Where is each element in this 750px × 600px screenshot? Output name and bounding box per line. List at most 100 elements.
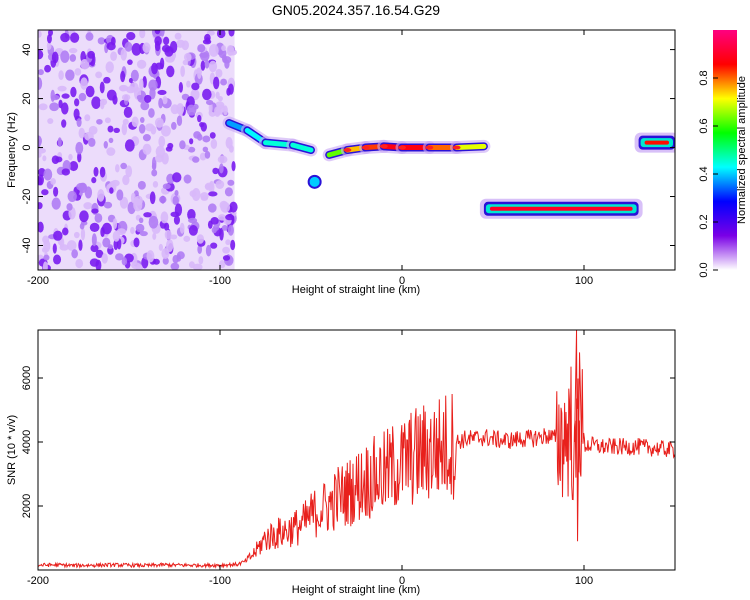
noise-blob	[48, 30, 53, 37]
noise-blob	[162, 96, 168, 105]
snr-panel: -200 -100 0 100 2000 4000 6000 Height of stra…	[6, 329, 676, 596]
y-tick-label: 20	[21, 92, 33, 104]
noise-blob	[38, 221, 44, 233]
noise-blob	[65, 69, 75, 81]
noise-blob	[69, 161, 79, 172]
noise-blob	[172, 172, 182, 183]
noise-blob	[179, 140, 186, 150]
noise-blob	[115, 253, 124, 261]
noise-blob	[119, 85, 126, 92]
noise-blob	[97, 37, 106, 45]
noise-blob	[188, 217, 198, 224]
spectrogram-y-ticks: -40 -20 0 20 40	[21, 43, 675, 253]
noise-blob	[122, 118, 129, 125]
noise-blob	[204, 150, 211, 159]
y-tick-label: 6000	[21, 366, 33, 390]
noise-blob	[57, 85, 67, 92]
noise-blob	[197, 244, 203, 255]
noise-blob	[106, 89, 117, 101]
noise-blob	[154, 36, 162, 46]
noise-blob	[121, 122, 128, 136]
noise-blob	[208, 60, 218, 73]
snr-x-ticks: -200 -100 0 100	[27, 330, 593, 587]
noise-blob	[70, 32, 80, 43]
colorbar-tick-label: 0.8	[698, 70, 710, 85]
noise-blob	[119, 196, 129, 209]
noise-blob	[212, 167, 219, 175]
noise-blob	[133, 237, 140, 248]
noise-blob	[135, 223, 145, 233]
noise-blob	[186, 104, 197, 116]
noise-blob	[202, 146, 209, 153]
snr-y-label: SNR (10 * v/v)	[6, 415, 18, 485]
noise-blob	[80, 228, 86, 241]
noise-blob	[217, 96, 223, 102]
noise-blob	[61, 168, 71, 176]
noise-blob	[99, 166, 106, 178]
noise-blob	[103, 76, 111, 84]
noise-blob	[219, 260, 226, 269]
noise-blob	[200, 192, 209, 200]
noise-blob	[61, 119, 67, 128]
noise-blob	[75, 258, 84, 269]
noise-blob	[139, 117, 145, 124]
noise-blob	[43, 254, 50, 261]
noise-blob	[108, 137, 114, 144]
noise-blob	[219, 163, 224, 174]
noise-blob	[216, 30, 226, 39]
noise-blob	[124, 41, 133, 52]
noise-blob	[207, 220, 213, 229]
noise-blob	[176, 115, 183, 127]
noise-blob	[159, 30, 165, 37]
noise-blob	[136, 59, 147, 69]
noise-blob	[131, 116, 139, 128]
noise-blob	[52, 243, 57, 254]
noise-blob	[154, 30, 161, 35]
noise-blob	[77, 151, 82, 163]
band-low-core	[489, 206, 633, 211]
noise-blob	[224, 187, 233, 197]
noise-blob	[223, 105, 228, 116]
noise-blob	[60, 50, 70, 63]
noise-blob	[38, 202, 43, 210]
noise-blob	[197, 44, 206, 53]
noise-blob	[161, 248, 170, 259]
noise-blob	[58, 99, 63, 109]
noise-blob	[110, 36, 116, 46]
noise-blob	[213, 224, 220, 231]
noise-blob	[220, 78, 228, 86]
noise-blob	[53, 230, 63, 241]
noise-blob	[186, 80, 191, 88]
noise-blob	[205, 244, 212, 257]
noise-blob	[46, 34, 52, 44]
noise-blob	[70, 86, 77, 98]
noise-blob	[138, 124, 146, 134]
signal-core	[290, 142, 314, 153]
noise-blob	[42, 235, 50, 244]
noise-blob	[120, 70, 126, 83]
noise-blob	[166, 65, 175, 78]
noise-blob	[42, 155, 47, 162]
noise-blob	[99, 99, 105, 110]
noise-blob	[231, 161, 236, 172]
noise-blob	[125, 165, 133, 178]
signal-spot	[307, 174, 322, 189]
spectrogram-signal	[222, 116, 675, 219]
noise-blob	[152, 232, 157, 240]
noise-blob	[158, 97, 163, 109]
noise-blob	[85, 32, 94, 41]
noise-blob	[91, 96, 101, 109]
noise-blob	[160, 211, 169, 224]
noise-blob	[114, 164, 120, 173]
noise-blob	[162, 257, 169, 265]
signal-peak	[425, 145, 434, 150]
noise-blob	[76, 118, 82, 127]
noise-blob	[74, 68, 82, 76]
noise-blob	[224, 59, 230, 69]
noise-blob	[71, 249, 78, 259]
noise-blob	[61, 93, 70, 99]
noise-blob	[57, 137, 62, 147]
noise-blob	[103, 140, 108, 149]
y-tick-label: -20	[21, 189, 33, 205]
noise-blob	[157, 89, 167, 96]
